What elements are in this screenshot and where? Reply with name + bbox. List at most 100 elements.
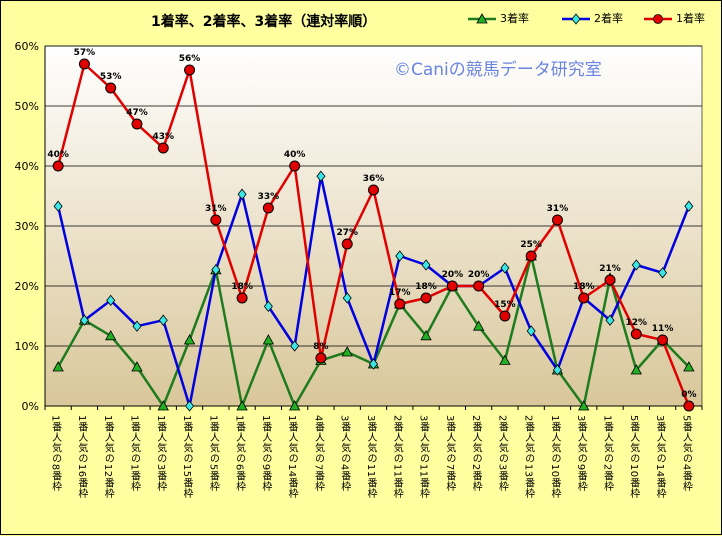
x-tick-label: 5番人気の4番枠 [680,415,692,492]
data-point [315,352,327,364]
data-label: 57% [74,48,96,58]
data-point [184,64,196,76]
data-point [132,320,142,332]
legend-swatch [644,14,672,24]
data-point [236,292,248,304]
x-tick-label: 1番人気の1番枠 [128,415,140,492]
data-point [341,346,353,357]
data-label: 18% [415,282,437,292]
data-label: 27% [336,228,358,238]
data-point [683,400,695,412]
data-point [157,142,169,154]
x-tick-label: 3番人気の11番枠 [418,415,430,499]
data-point [394,298,406,310]
data-point [526,325,536,337]
legend-swatch [468,13,496,24]
data-point [525,250,537,262]
x-tick-label: 5番人気の10番枠 [628,415,640,499]
data-point [105,329,117,341]
data-point [552,364,562,376]
data-point [630,364,642,375]
data-point [395,250,405,262]
data-point [131,361,143,372]
data-point [341,238,353,250]
data-point [684,200,694,212]
data-label: 11% [652,324,674,334]
data-point [499,310,511,322]
data-point [290,340,300,352]
data-point [52,160,64,172]
y-tick-label: 50% [15,100,39,113]
data-point [551,214,563,226]
data-point [500,262,510,274]
data-point [158,314,168,326]
plot-border [44,45,703,407]
data-label: 20% [442,270,464,280]
series-circle: 40% 57% 53% 47% 43% 56% 31% 18% 33% 40% 8% 27% 36% 17… [47,48,697,412]
data-label: 15% [494,300,516,310]
data-point [420,329,432,341]
y-tick-label: 0% [22,400,39,413]
data-point [657,334,669,346]
x-tick-label: 4番人気の7番枠 [312,415,324,492]
data-point [262,334,275,345]
data-label: 18% [573,282,595,292]
x-tick-label: 2番人気の3番枠 [496,415,508,492]
x-tick-label: 3番人気の11番枠 [365,415,377,499]
x-tick-label: 1番人気の8番枠 [50,415,62,492]
data-label: 31% [547,204,569,214]
data-point [79,314,89,326]
x-tick-label: 1番人気の6番枠 [234,415,246,492]
data-point [658,267,668,279]
data-point [472,320,485,331]
data-point [446,280,458,292]
y-tick-label: 20% [15,280,39,293]
legend-swatch [562,13,590,25]
x-tick-label: 1番人気の2番枠 [602,415,614,492]
x-tick-label: 1番人気の9番枠 [260,415,272,492]
data-point [630,328,642,340]
x-tick-label: 3番人気の4番枠 [339,415,351,492]
x-tick-label: 3番人気の9番枠 [575,415,587,492]
data-point [342,292,352,304]
data-label: 33% [258,192,280,202]
data-label: 40% [47,150,69,160]
x-tick-label: 2番人気の2番枠 [470,415,482,492]
data-point [368,184,379,196]
legend-label: 1着率 [676,12,705,25]
data-point [183,334,196,345]
data-point [288,400,301,411]
data-label: 17% [389,288,411,298]
data-point [499,354,511,365]
x-tick-label: 1番人気の14番枠 [286,415,298,499]
data-label: 31% [205,204,227,214]
data-point [53,200,63,212]
legend-marker [476,13,488,24]
data-label: 21% [599,264,621,274]
data-label: 47% [126,108,148,118]
x-tick-label: 1番人気の10番枠 [549,415,561,499]
legend-marker [571,13,581,25]
y-tick-label: 10% [15,340,39,353]
data-point [289,160,301,172]
data-point [210,214,222,226]
data-point [106,294,116,307]
data-point [473,280,485,292]
data-point [211,264,221,276]
x-tick-label: 3番人気の14番枠 [654,415,666,499]
y-tick-label: 30% [15,220,39,233]
data-point [237,188,247,200]
y-tick-label: 40% [15,160,39,173]
x-tick-label: 3番人気の7番枠 [444,415,456,492]
data-label: 12% [626,318,648,328]
data-point [421,259,431,271]
legend-marker [653,14,663,24]
data-point [368,358,379,370]
data-point [131,118,143,130]
legend-label: 3着率 [500,12,529,25]
data-point [631,259,641,271]
data-label: 18% [231,282,253,292]
data-point [420,292,432,304]
data-point [316,170,326,182]
